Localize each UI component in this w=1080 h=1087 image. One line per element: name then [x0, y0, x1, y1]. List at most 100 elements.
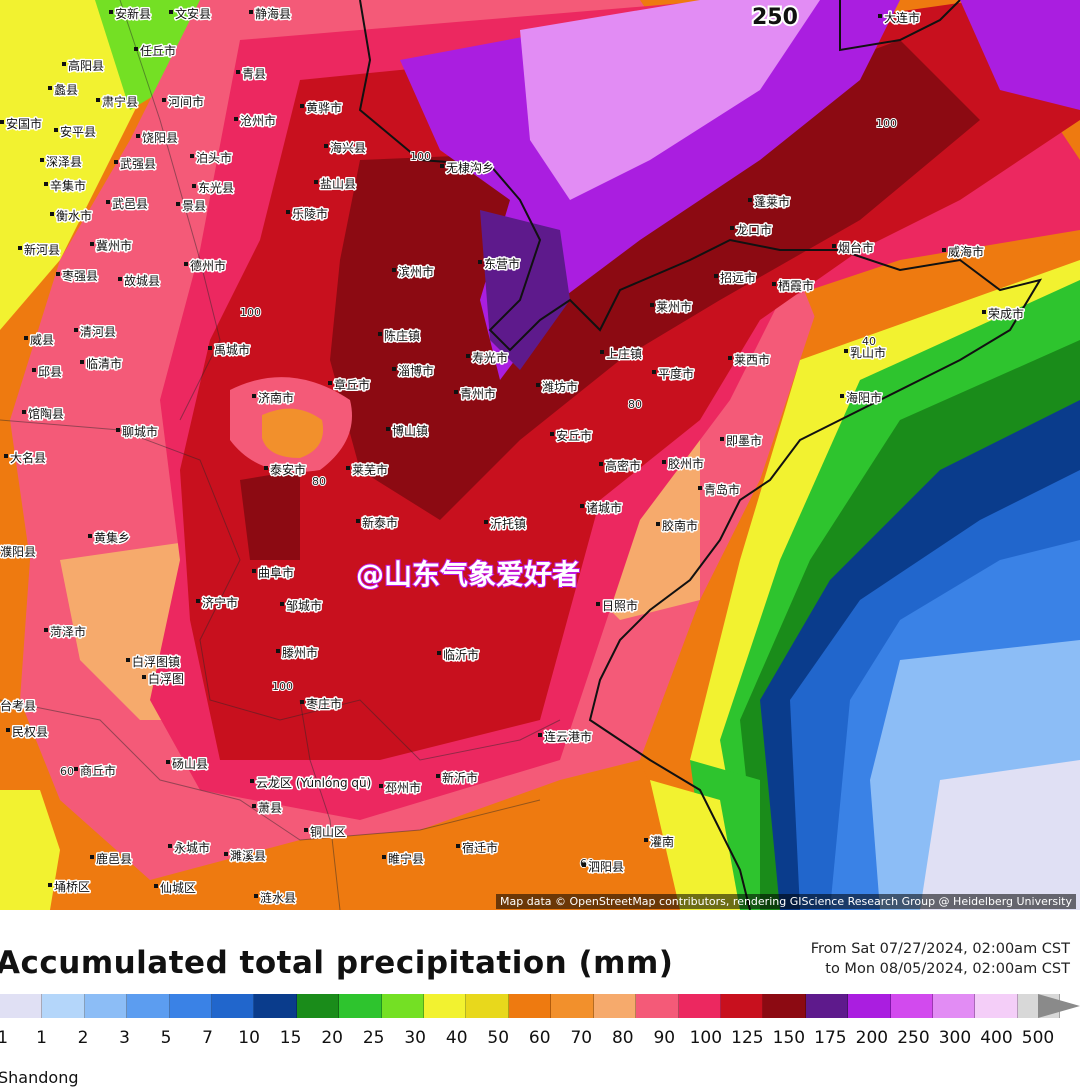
region-label: Shandong	[0, 1068, 79, 1087]
city-label: 泰安市	[270, 462, 306, 477]
city-marker	[314, 180, 318, 184]
city-marker	[254, 894, 258, 898]
city-marker	[264, 466, 268, 470]
city-label: 云龙区 (Yúnlóng qū)	[256, 776, 371, 790]
legend-tick-label: 200	[855, 1028, 889, 1048]
city-label: 宿迁市	[462, 840, 498, 855]
city-label: 深泽县	[46, 155, 82, 169]
city-marker	[844, 349, 848, 353]
city-marker	[44, 628, 48, 632]
city-marker	[714, 274, 718, 278]
city-marker	[840, 394, 844, 398]
city-label: 铜山区	[310, 824, 346, 839]
precip-jinan-core	[262, 408, 324, 458]
legend-tick-label: 125	[731, 1028, 764, 1048]
city-label: 河间市	[168, 94, 204, 109]
city-marker	[192, 184, 196, 188]
city-label: 高阳县	[68, 58, 104, 73]
city-label: 灌南	[650, 834, 674, 849]
coastline	[358, 0, 1043, 910]
city-label: 威海市	[948, 244, 984, 259]
city-marker	[536, 383, 540, 387]
city-label: 海兴县	[330, 140, 366, 155]
city-marker	[484, 520, 488, 524]
legend-swatch	[0, 994, 43, 1018]
legend-tick-label: 250	[897, 1028, 930, 1048]
precip-darkred-sw	[240, 470, 300, 560]
city-label: 平度市	[658, 366, 694, 381]
city-marker	[878, 14, 882, 18]
city-marker	[650, 303, 654, 307]
precip-magenta	[520, 0, 820, 200]
legend-tick-label: 70	[570, 1028, 593, 1048]
legend-swatch	[551, 994, 594, 1018]
city-marker	[90, 242, 94, 246]
city-label: 曲阜市	[258, 565, 294, 580]
city-marker	[772, 282, 776, 286]
legend-swatch	[763, 994, 806, 1018]
legend-tick-label: 3	[119, 1028, 130, 1048]
city-label: 聊城市	[122, 424, 158, 439]
legend-tick-label: 150	[772, 1028, 806, 1048]
city-marker	[224, 852, 228, 856]
city-marker	[0, 120, 4, 124]
city-label: 邹城市	[286, 598, 322, 613]
city-marker	[250, 779, 254, 783]
city-marker	[90, 855, 94, 859]
city-label: 民权县	[12, 725, 48, 739]
city-label: 荣成市	[988, 306, 1024, 321]
city-marker	[596, 602, 600, 606]
legend-swatch	[508, 994, 552, 1018]
city-marker	[62, 62, 66, 66]
city-label: 安平县	[60, 124, 96, 139]
city-marker	[437, 651, 441, 655]
city-marker	[166, 760, 170, 764]
city-marker	[286, 210, 290, 214]
city-marker	[538, 733, 542, 737]
city-label: 盐山县	[320, 177, 356, 191]
city-marker	[662, 460, 666, 464]
city-label: 枣庄市	[306, 696, 342, 711]
precip-east-palest	[920, 760, 1080, 910]
city-label: 黄集乡	[94, 530, 130, 545]
city-label: 泊头市	[196, 150, 232, 165]
city-label: 淄博市	[398, 363, 434, 378]
city-label: 安丘市	[556, 428, 592, 443]
legend-swatch	[975, 994, 1018, 1018]
city-label: 睢宁县	[388, 851, 424, 866]
city-marker	[644, 838, 648, 842]
city-marker	[748, 198, 752, 202]
contour-label: 60	[60, 765, 74, 778]
city-label: 诸城市	[586, 500, 622, 515]
period-to: to Mon 08/05/2024, 02:00am CST	[825, 961, 1070, 977]
city-marker	[550, 432, 554, 436]
watermark: @山东气象爱好者	[356, 558, 580, 591]
city-label: 莱西市	[734, 352, 770, 367]
legend-swatch	[848, 994, 891, 1018]
legend-swatch	[339, 994, 382, 1018]
city-marker	[136, 134, 140, 138]
city-label: 台考县	[0, 698, 36, 713]
precip-east-yellow-south	[650, 780, 740, 910]
city-marker	[154, 884, 158, 888]
map-attribution[interactable]: Map data © OpenStreetMap contributors, r…	[496, 894, 1076, 909]
legend-swatch	[84, 994, 128, 1018]
city-label: 新沂市	[442, 770, 478, 785]
city-label: 武邑县	[112, 197, 148, 211]
city-label: 白浮图	[148, 671, 184, 686]
city-marker	[720, 437, 724, 441]
precipitation-map: 250 100 100 100 80 80 60 60 40 100 安新县 文安…	[0, 0, 1080, 910]
city-marker	[324, 144, 328, 148]
city-label: 馆陶县	[28, 406, 64, 421]
city-label: 烟台市	[838, 240, 874, 255]
city-marker	[106, 200, 110, 204]
city-label: 青县	[242, 67, 266, 81]
precip-sw-yellow	[0, 790, 60, 910]
city-label: 新泰市	[362, 515, 398, 530]
legend-swatch	[381, 994, 425, 1018]
city-label: 白浮图镇	[132, 654, 180, 669]
city-marker	[304, 828, 308, 832]
city-marker	[184, 262, 188, 266]
city-marker	[466, 354, 470, 358]
city-marker	[942, 248, 946, 252]
